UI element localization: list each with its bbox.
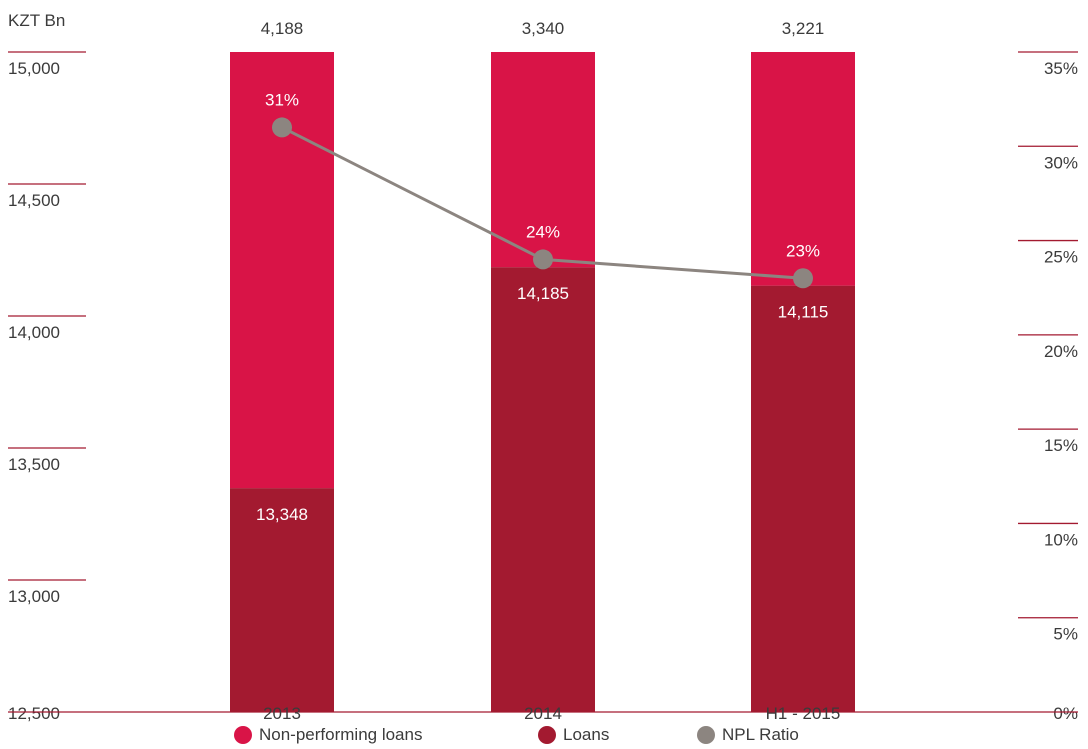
right-axis-tick-label: 0% xyxy=(1053,704,1078,722)
bar-loans-2013 xyxy=(230,488,334,712)
legend-label-loans: Loans xyxy=(563,725,610,744)
left-axis-tick-label: 14,500 xyxy=(8,191,60,210)
npl-ratio-label: 24% xyxy=(526,222,560,241)
npl-ratio-marker xyxy=(793,268,813,289)
npl-value-label: 3,340 xyxy=(522,19,565,38)
right-axis: 35% 30% 25% 20% 15% 10% 5% 0% xyxy=(1018,51,1078,722)
legend-label-npl-ratio: NPL Ratio xyxy=(722,725,799,744)
bars-layer xyxy=(230,52,855,712)
legend-swatch-non-performing-loans xyxy=(234,726,252,744)
npl-chart: KZT Bn 15,000 14,500 14,000 13,500 13,000 12,… xyxy=(8,11,1078,722)
right-axis-tick-label: 5% xyxy=(1053,625,1078,644)
left-axis: 15,000 14,500 14,000 13,500 13,000 12,500 xyxy=(8,51,86,722)
legend: Non-performing loans Loans NPL Ratio xyxy=(0,722,1088,748)
legend-swatch-npl-ratio xyxy=(697,726,715,744)
bar-npl-2014 xyxy=(491,52,595,268)
legend-item-npl-ratio: NPL Ratio xyxy=(697,722,799,748)
right-axis-tick-label: 30% xyxy=(1044,153,1078,172)
loans-value-label: 13,348 xyxy=(256,505,308,524)
npl-ratio-marker xyxy=(272,117,292,138)
right-axis-tick-label: 15% xyxy=(1044,436,1078,455)
right-axis-tick-label: 35% xyxy=(1044,59,1078,78)
right-axis-tick-label: 10% xyxy=(1044,530,1078,549)
legend-item-loans: Loans xyxy=(538,722,609,748)
bar-loans-h1-2015 xyxy=(751,285,855,712)
npl-ratio-label: 31% xyxy=(265,90,299,109)
npl-ratio-line-layer xyxy=(272,117,813,289)
loans-value-label: 14,115 xyxy=(778,303,829,322)
right-axis-tick-label: 20% xyxy=(1044,342,1078,361)
left-axis-tick-label: 13,500 xyxy=(8,455,60,474)
legend-label-non-performing-loans: Non-performing loans xyxy=(259,725,423,744)
left-axis-tick-label: 13,000 xyxy=(8,587,60,606)
right-axis-tick-label: 25% xyxy=(1044,248,1078,267)
npl-ratio-marker xyxy=(533,249,553,270)
left-axis-tick-label: 12,500 xyxy=(8,704,60,722)
loans-value-label: 14,185 xyxy=(517,284,569,303)
npl-ratio-label: 23% xyxy=(786,241,820,260)
bar-loans-2014 xyxy=(491,267,595,712)
npl-value-label: 4,188 xyxy=(261,19,304,38)
bar-npl-h1-2015 xyxy=(751,52,855,286)
left-axis-tick-label: 14,000 xyxy=(8,323,60,342)
legend-item-non-performing-loans: Non-performing loans xyxy=(234,722,422,748)
labels-layer: 4,188 13,348 2013 3,340 14,185 2014 3,221 14,11… xyxy=(256,19,840,722)
bar-npl-2013 xyxy=(230,52,334,489)
x-tick-label: H1 - 2015 xyxy=(766,704,841,722)
npl-value-label: 3,221 xyxy=(782,19,825,38)
left-axis-tick-label: 15,000 xyxy=(8,59,60,78)
legend-swatch-loans xyxy=(538,726,556,744)
left-axis-unit-label: KZT Bn xyxy=(8,11,65,30)
x-tick-label: 2013 xyxy=(263,704,301,722)
x-tick-label: 2014 xyxy=(524,704,562,722)
